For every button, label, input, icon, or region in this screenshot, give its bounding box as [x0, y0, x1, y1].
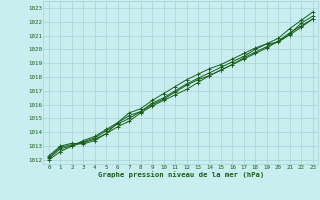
X-axis label: Graphe pression niveau de la mer (hPa): Graphe pression niveau de la mer (hPa): [98, 171, 264, 178]
